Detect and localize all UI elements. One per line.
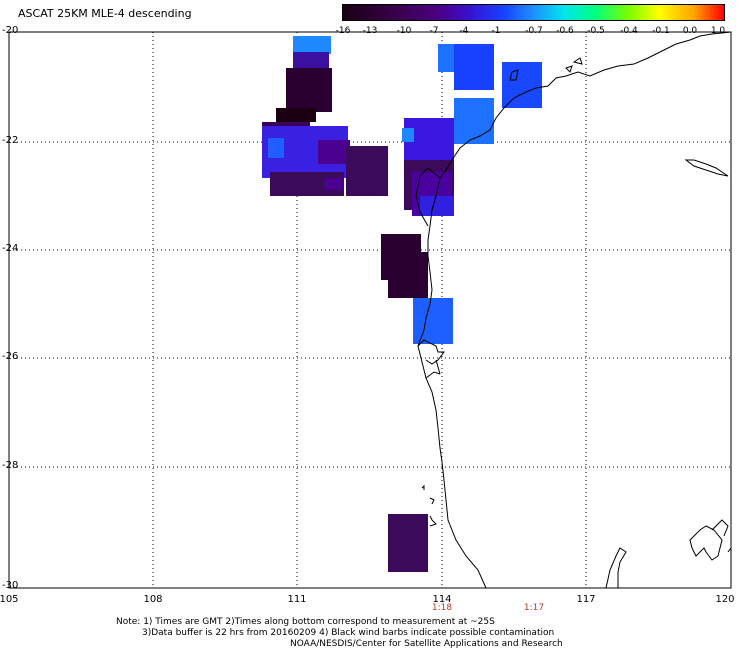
lat-label: -22 <box>2 135 19 146</box>
colorbar-label: -0.1 <box>652 26 670 36</box>
data-cell <box>502 62 542 108</box>
data-cell <box>420 196 454 216</box>
lat-label: -24 <box>2 243 19 254</box>
colorbar-label: -0.7 <box>525 26 543 36</box>
note-line-1: Note: 1) Times are GMT 2)Times along bot… <box>116 617 495 627</box>
data-cell <box>454 44 494 90</box>
lon-label: 120 <box>715 594 735 605</box>
colorbar-label: -1 <box>491 26 501 36</box>
data-cell <box>276 108 316 122</box>
lat-label: -26 <box>2 351 19 362</box>
colorbar-label: -0.4 <box>620 26 638 36</box>
lon-label: 105 <box>0 594 19 605</box>
wind-data-cells <box>262 36 542 572</box>
note-line-2: 3)Data buffer is 22 hrs from 20160209 4)… <box>142 628 555 638</box>
lon-label: 108 <box>143 594 163 605</box>
colorbar-label: -16 <box>335 26 351 36</box>
colorbar-label: -0.5 <box>587 26 605 36</box>
data-cell <box>402 128 414 142</box>
data-cell <box>325 178 343 190</box>
lon-label: 117 <box>576 594 596 605</box>
data-cell <box>268 138 284 158</box>
lon-label: 111 <box>287 594 307 605</box>
data-cell <box>286 68 332 112</box>
data-cell <box>388 514 428 572</box>
map-title: ASCAT 25KM MLE-4 descending <box>18 7 192 20</box>
data-cell <box>454 98 494 144</box>
data-cell <box>293 36 331 54</box>
map-frame <box>8 31 732 589</box>
colorbar-label: 0.0 <box>682 26 698 36</box>
lat-label: -30 <box>2 580 19 591</box>
lon-label: 114 <box>432 594 452 605</box>
data-cell <box>388 252 428 298</box>
coastline <box>415 31 732 589</box>
colorbar-label: -4 <box>459 26 469 36</box>
note-line-3: NOAA/NESDIS/Center for Satellite Applica… <box>290 639 563 649</box>
data-cell <box>413 298 453 344</box>
time-label: 1:18 <box>431 603 453 613</box>
colorbar-label: 1.0 <box>710 26 726 36</box>
colorbar-gradient <box>343 5 724 20</box>
colorbar-label: -10 <box>396 26 412 36</box>
data-cell <box>346 146 388 196</box>
lat-label: -28 <box>2 460 19 471</box>
colorbar-label: -13 <box>362 26 378 36</box>
colorbar <box>342 4 725 21</box>
data-cell <box>293 52 329 70</box>
graticule <box>9 32 731 588</box>
colorbar-label: -0.6 <box>556 26 574 36</box>
time-label: 1:17 <box>523 603 545 613</box>
colorbar-label: -7 <box>429 26 439 36</box>
lat-label: -20 <box>2 25 19 36</box>
data-cell <box>318 140 350 164</box>
